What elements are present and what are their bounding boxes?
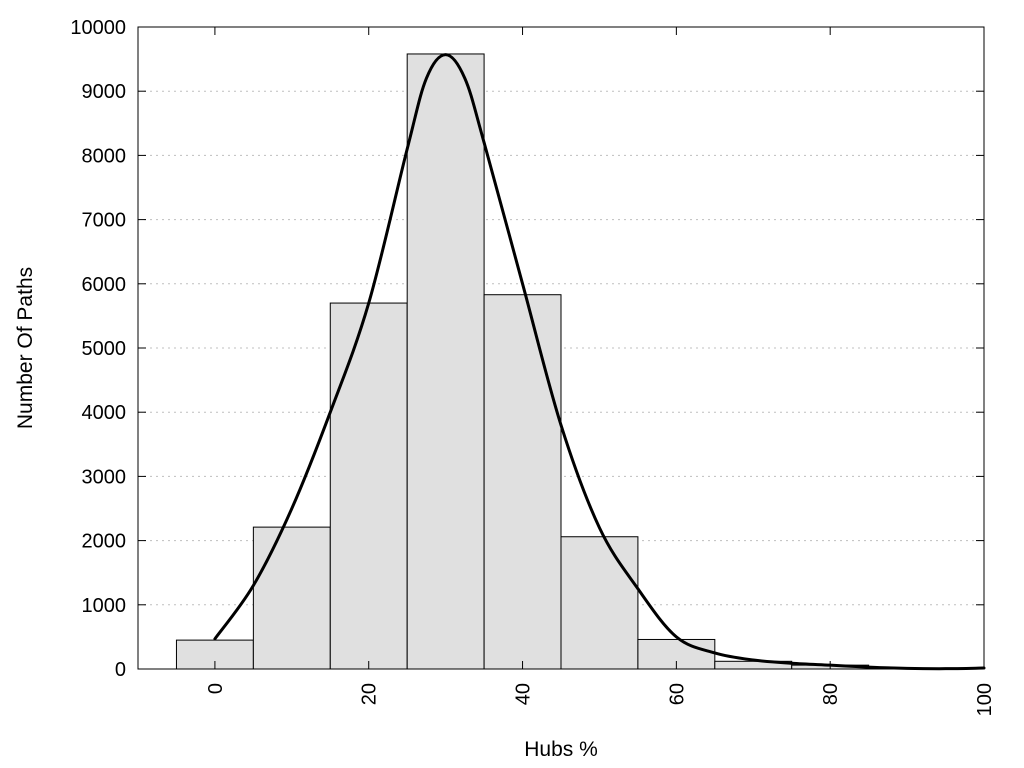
histogram-bar bbox=[560, 536, 639, 670]
x-tick-label: 20 bbox=[359, 683, 381, 705]
histogram-bars bbox=[175, 53, 870, 670]
y-tick-label: 4000 bbox=[82, 402, 127, 424]
y-axis-ticks: 0 1000 2000 3000 4000 5000 6000 7000 8000 9000 100… bbox=[70, 17, 984, 681]
density-curve bbox=[213, 53, 986, 671]
x-axis-label: Hubs % bbox=[524, 738, 598, 761]
y-tick-label: 10000 bbox=[70, 17, 126, 39]
histogram-bar bbox=[406, 53, 485, 670]
y-tick-label: 5000 bbox=[82, 338, 127, 360]
x-tick-label: 40 bbox=[513, 683, 535, 705]
x-tick-label: 80 bbox=[820, 683, 842, 705]
x-tick-label: 100 bbox=[974, 683, 996, 716]
y-tick-label: 8000 bbox=[82, 145, 127, 167]
y-tick-label: 2000 bbox=[82, 531, 127, 553]
histogram-bar bbox=[483, 294, 562, 670]
y-tick-label: 0 bbox=[115, 659, 126, 681]
y-tick-label: 7000 bbox=[82, 210, 127, 232]
y-tick-label: 6000 bbox=[82, 274, 127, 296]
y-axis-label: Number Of Paths bbox=[14, 267, 37, 429]
x-tick-label: 60 bbox=[666, 683, 688, 705]
x-tick-label: 0 bbox=[205, 683, 227, 694]
y-tick-label: 1000 bbox=[82, 595, 127, 617]
x-axis-ticks: 0 20 40 60 80 100 bbox=[205, 27, 996, 716]
histogram-bar bbox=[252, 526, 331, 670]
y-tick-label: 9000 bbox=[82, 81, 127, 103]
histogram-bar bbox=[329, 302, 408, 670]
y-tick-label: 3000 bbox=[82, 466, 127, 488]
